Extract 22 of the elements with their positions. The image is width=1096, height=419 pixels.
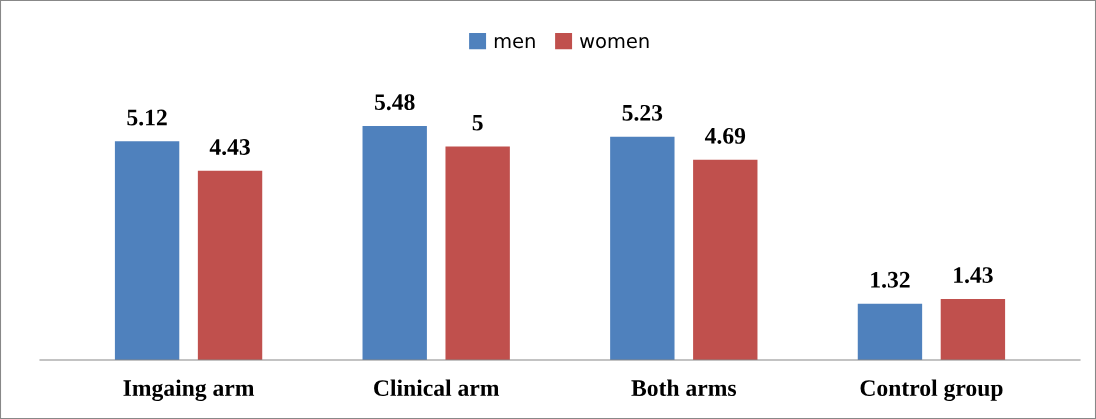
data-label: 4.43 <box>209 139 250 156</box>
data-label: 5.23 <box>622 104 663 121</box>
bar <box>362 125 427 360</box>
bar <box>610 136 675 360</box>
bar <box>940 298 1006 360</box>
data-label: 5.48 <box>375 94 415 111</box>
x-tick-label: Both arms <box>631 379 737 397</box>
data-label: 5 <box>472 114 483 131</box>
data-label: 1.43 <box>954 267 993 284</box>
x-tick-label: Imgaing arm <box>123 379 255 402</box>
bar <box>114 141 180 360</box>
data-label: 4.69 <box>704 127 746 144</box>
legend-label: men <box>494 37 535 49</box>
x-tick-label: Clinical arm <box>374 379 500 397</box>
legend-label: women <box>579 37 649 49</box>
bar <box>857 303 923 360</box>
bar <box>693 159 758 360</box>
bar <box>197 170 263 360</box>
data-label: 5.12 <box>127 109 167 126</box>
bar <box>445 146 510 360</box>
x-tick-label: Control group <box>860 379 1003 402</box>
data-label: 1.32 <box>871 271 910 288</box>
